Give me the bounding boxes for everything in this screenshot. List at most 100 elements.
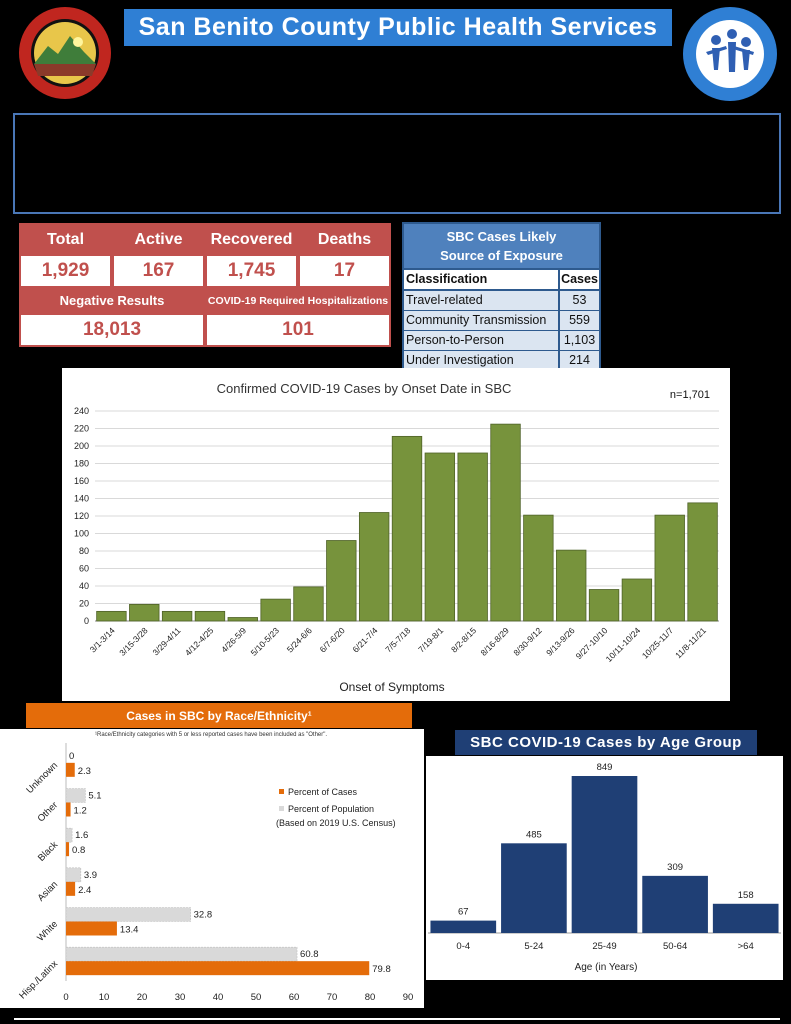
onset-x-axis-label: Onset of Symptoms	[339, 680, 444, 694]
cases-value-label: 2.4	[78, 885, 91, 896]
y-tick-label: 20	[79, 599, 89, 609]
onset-bar	[556, 549, 587, 622]
onset-bar	[588, 589, 620, 622]
x-tick-label: 7/19-8/1	[416, 625, 445, 654]
negative-results-label: Negative Results	[59, 293, 165, 308]
x-tick-label: 4/26-5/9	[219, 625, 248, 654]
cases-value-label: 79.8	[372, 964, 391, 975]
row-value: 1,103	[560, 331, 599, 350]
exposure-title-line2: Source of Exposure	[440, 248, 563, 263]
onset-chart-title: Confirmed COVID-19 Cases by Onset Date i…	[217, 381, 512, 396]
x-tick-label: 20	[137, 992, 148, 1003]
race-ethnicity-chart: ¹Race/Ethnicity categories with 5 or les…	[0, 729, 424, 1008]
age-value-label: 849	[597, 762, 613, 773]
onset-bar	[358, 512, 390, 622]
age-value-label: 158	[738, 890, 754, 901]
row-label: Under Investigation	[404, 351, 558, 370]
y-tick-label: 120	[74, 511, 89, 521]
onset-bar	[227, 617, 258, 622]
onset-bar	[129, 603, 160, 622]
x-tick-label: 5/10-5/23	[249, 625, 282, 658]
y-tick-label: 100	[74, 529, 89, 539]
total-label: Total	[46, 231, 85, 248]
age-bar	[571, 776, 638, 933]
onset-bar	[621, 578, 653, 622]
public-health-logo	[683, 7, 777, 101]
y-tick-label: 240	[74, 406, 89, 416]
onset-bar	[687, 502, 718, 622]
active-label: Active	[134, 231, 183, 248]
x-tick-label: 11/8-11/21	[673, 625, 708, 660]
x-tick-label: 80	[365, 992, 376, 1003]
y-tick-label: 160	[74, 476, 89, 486]
onset-bar	[161, 610, 193, 622]
recovered-value: 1,745	[207, 256, 296, 286]
onset-date-chart: Confirmed COVID-19 Cases by Onset Date i…	[62, 368, 730, 701]
cases-value-label: 2.3	[78, 766, 91, 777]
age-group-chart: 67 0-4 485 5-24 849 25-49 309 50-64 158 >64 Age (…	[426, 756, 783, 980]
y-tick-label: 0	[84, 616, 89, 626]
y-tick-label: 40	[79, 581, 89, 591]
population-bar	[65, 867, 82, 883]
x-tick-label: 30	[175, 992, 186, 1003]
x-tick-label: 3/1-3/14	[88, 625, 117, 654]
cases-header: Cases	[560, 270, 599, 289]
x-tick-label: 0-4	[456, 941, 470, 952]
x-tick-label: 0	[63, 992, 68, 1003]
y-tick-label: Hisp./Latinx	[17, 958, 60, 1001]
race-chart-title: Cases in SBC by Race/Ethnicity¹	[26, 703, 412, 728]
x-tick-label: 8/30-9/12	[511, 625, 544, 658]
population-bar	[65, 788, 86, 803]
cases-value-label: 0.8	[72, 845, 85, 856]
hospitalizations-label: COVID-19 Required Hospitalizations	[207, 294, 389, 307]
x-tick-label: 6/21-7/4	[350, 625, 379, 654]
recovered-label: Recovered	[210, 231, 293, 248]
row-label: Community Transmission	[404, 311, 558, 330]
onset-bar	[457, 452, 488, 622]
deaths-value: 17	[300, 256, 389, 286]
population-bar	[65, 907, 191, 922]
cases-bar	[66, 921, 117, 936]
legend-swatch-cases	[279, 789, 284, 794]
y-tick-label: Black	[36, 839, 60, 863]
legend-cases: Percent of Cases	[288, 787, 358, 797]
table-row: Person-to-Person 1,103	[404, 331, 599, 350]
row-label: Person-to-Person	[404, 331, 558, 350]
active-value: 167	[114, 256, 203, 286]
race-footnote: ¹Race/Ethnicity categories with 5 or les…	[95, 732, 327, 738]
x-tick-label: 5/24-6/6	[285, 625, 314, 654]
onset-bar	[194, 610, 226, 622]
x-tick-label: 70	[327, 992, 338, 1003]
case-summary-panel: Total Active Recovered Deaths 1,929 167 …	[19, 223, 391, 347]
x-tick-label: 10/25-11/7	[640, 625, 676, 661]
x-tick-label: 90	[403, 992, 414, 1003]
x-tick-label: 7/5-7/18	[383, 625, 412, 654]
legend-census-note: (Based on 2019 U.S. Census)	[276, 818, 396, 828]
age-bar	[642, 875, 708, 933]
x-tick-label: 40	[213, 992, 224, 1003]
x-tick-label: 4/12-4/25	[183, 625, 216, 658]
y-tick-label: Unknown	[24, 760, 60, 796]
cases-bar	[66, 802, 71, 817]
table-row: Community Transmission 559	[404, 311, 599, 330]
y-tick-label: 180	[74, 459, 89, 469]
onset-bar	[523, 514, 554, 622]
age-value-label: 67	[458, 907, 469, 918]
total-value: 1,929	[21, 256, 110, 286]
cases-bar	[66, 842, 70, 857]
onset-bar	[654, 514, 685, 622]
table-row: Under Investigation 214	[404, 351, 599, 370]
negative-results-value: 18,013	[21, 315, 203, 345]
age-bar	[712, 903, 779, 933]
population-value-label: 1.6	[75, 830, 88, 841]
cases-bar	[66, 762, 75, 777]
announcement-box	[13, 113, 781, 214]
age-x-axis-label: Age (in Years)	[575, 962, 638, 973]
x-tick-label: 25-49	[592, 941, 616, 952]
onset-bar	[326, 540, 357, 622]
population-value-label: 3.9	[84, 870, 97, 881]
x-tick-label: 60	[289, 992, 300, 1003]
row-label: Travel-related	[404, 291, 558, 310]
exposure-table: SBC Cases Likely Source of Exposure Clas…	[402, 222, 601, 370]
onset-bar	[293, 586, 324, 622]
